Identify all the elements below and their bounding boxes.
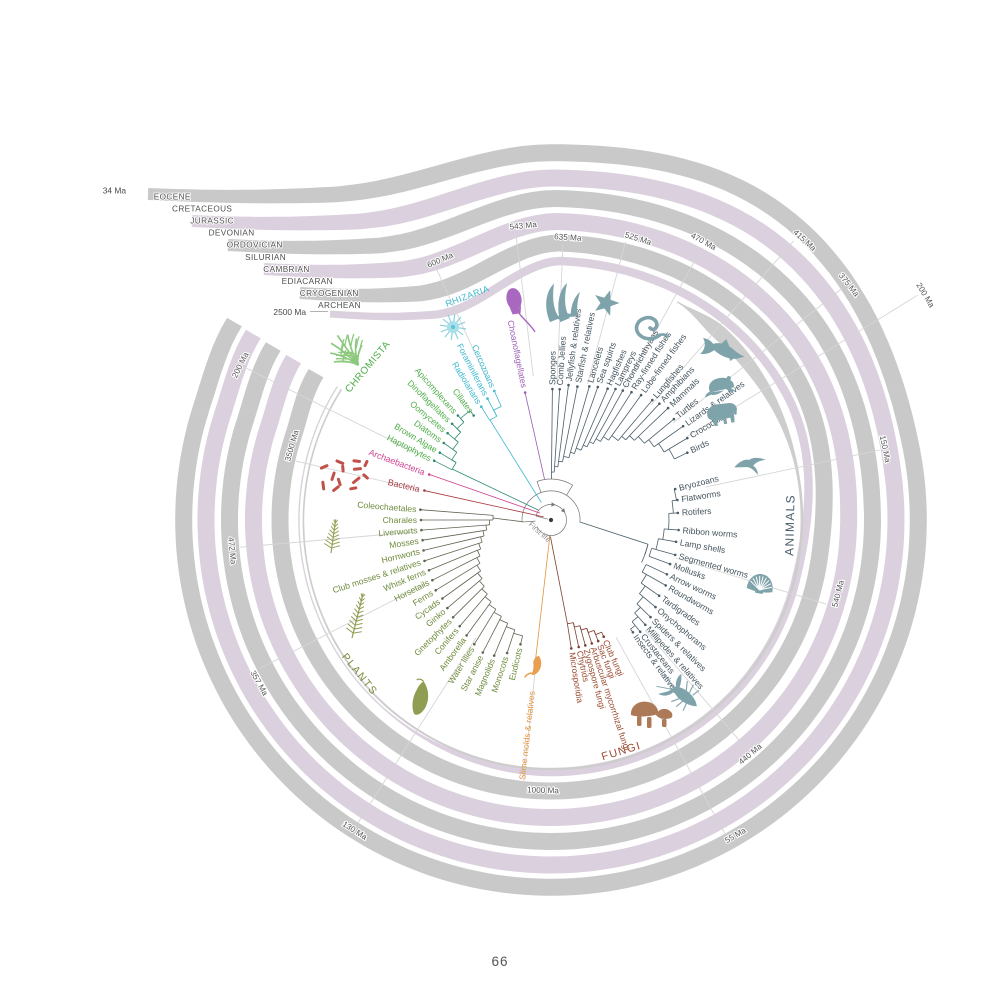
svg-text:472 Ma: 472 Ma [226, 537, 238, 565]
svg-text:Mosses: Mosses [389, 536, 420, 551]
svg-text:CRYOGENIAN: CRYOGENIAN [300, 289, 359, 298]
svg-text:Comb Jellies: Comb Jellies [555, 336, 568, 386]
svg-text:Ribbon worms: Ribbon worms [682, 525, 738, 539]
svg-text:1000 Ma: 1000 Ma [527, 785, 560, 795]
svg-text:SILURIAN: SILURIAN [245, 253, 286, 262]
svg-text:Liverworts: Liverworts [378, 525, 418, 538]
svg-text:Charales: Charales [383, 515, 417, 525]
svg-text:Sponges: Sponges [547, 351, 557, 385]
svg-text:JURASSIC: JURASSIC [190, 217, 234, 226]
svg-text:DEVONIAN: DEVONIAN [209, 229, 255, 238]
svg-text:Coleochaetales: Coleochaetales [357, 500, 417, 515]
svg-text:EOCENE: EOCENE [154, 193, 191, 202]
svg-text:CRETACEOUS: CRETACEOUS [172, 205, 232, 214]
svg-text:2500 Ma: 2500 Ma [273, 307, 306, 317]
svg-text:34 Ma: 34 Ma [103, 186, 127, 196]
svg-text:635 Ma: 635 Ma [554, 232, 582, 243]
svg-text:ANIMALS: ANIMALS [782, 494, 797, 556]
svg-text:CAMBRIAN: CAMBRIAN [263, 265, 309, 274]
svg-text:EDIACARAN: EDIACARAN [282, 277, 333, 286]
svg-text:543 Ma: 543 Ma [509, 220, 537, 232]
svg-text:66: 66 [491, 954, 508, 969]
svg-text:Rotifers: Rotifers [682, 506, 712, 518]
svg-text:ORDOVICIAN: ORDOVICIAN [227, 241, 283, 250]
svg-text:ARCHEAN: ARCHEAN [318, 301, 361, 310]
